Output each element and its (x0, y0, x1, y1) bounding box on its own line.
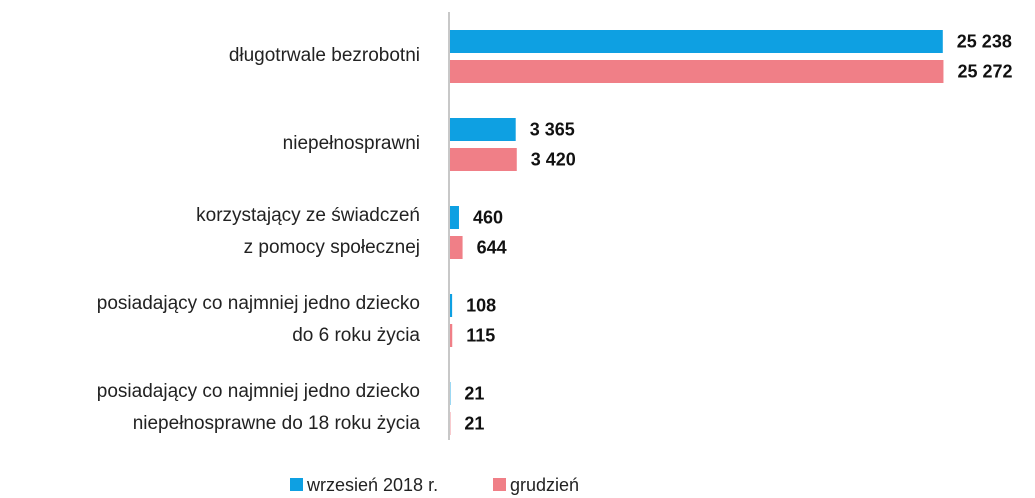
category-label: posiadający co najmniej jedno dziecko (97, 381, 420, 402)
value-label: 21 (464, 383, 484, 403)
bar (450, 324, 453, 347)
category-label: niepełnosprawni (283, 133, 420, 154)
bar (450, 236, 463, 259)
value-label: 115 (466, 325, 495, 345)
value-label: 644 (477, 237, 507, 257)
category-label: korzystający ze świadczeń (196, 205, 420, 226)
bar (450, 206, 459, 229)
category-label: długotrwale bezrobotni (229, 45, 420, 66)
value-label: 25 238 (957, 31, 1012, 51)
value-label: 21 (464, 413, 484, 433)
bar (450, 118, 516, 141)
value-label: 108 (466, 295, 496, 315)
bar (450, 148, 517, 171)
legend-swatch (290, 478, 303, 491)
legend-swatch (493, 478, 506, 491)
value-label: 3 365 (530, 119, 575, 139)
value-label: 460 (473, 207, 503, 227)
value-label: 25 272 (957, 61, 1012, 81)
bar (450, 294, 453, 317)
value-label: 3 420 (531, 149, 576, 169)
bar (450, 60, 944, 83)
bar (450, 30, 943, 53)
category-label: do 6 roku życia (292, 325, 420, 346)
legend-label: grudzień (510, 475, 579, 495)
legend-label: wrzesień 2018 r. (306, 475, 438, 495)
category-label: z pomocy społecznej (244, 237, 420, 258)
category-label: niepełnosprawne do 18 roku życia (133, 413, 421, 434)
category-label: posiadający co najmniej jedno dziecko (97, 293, 420, 314)
